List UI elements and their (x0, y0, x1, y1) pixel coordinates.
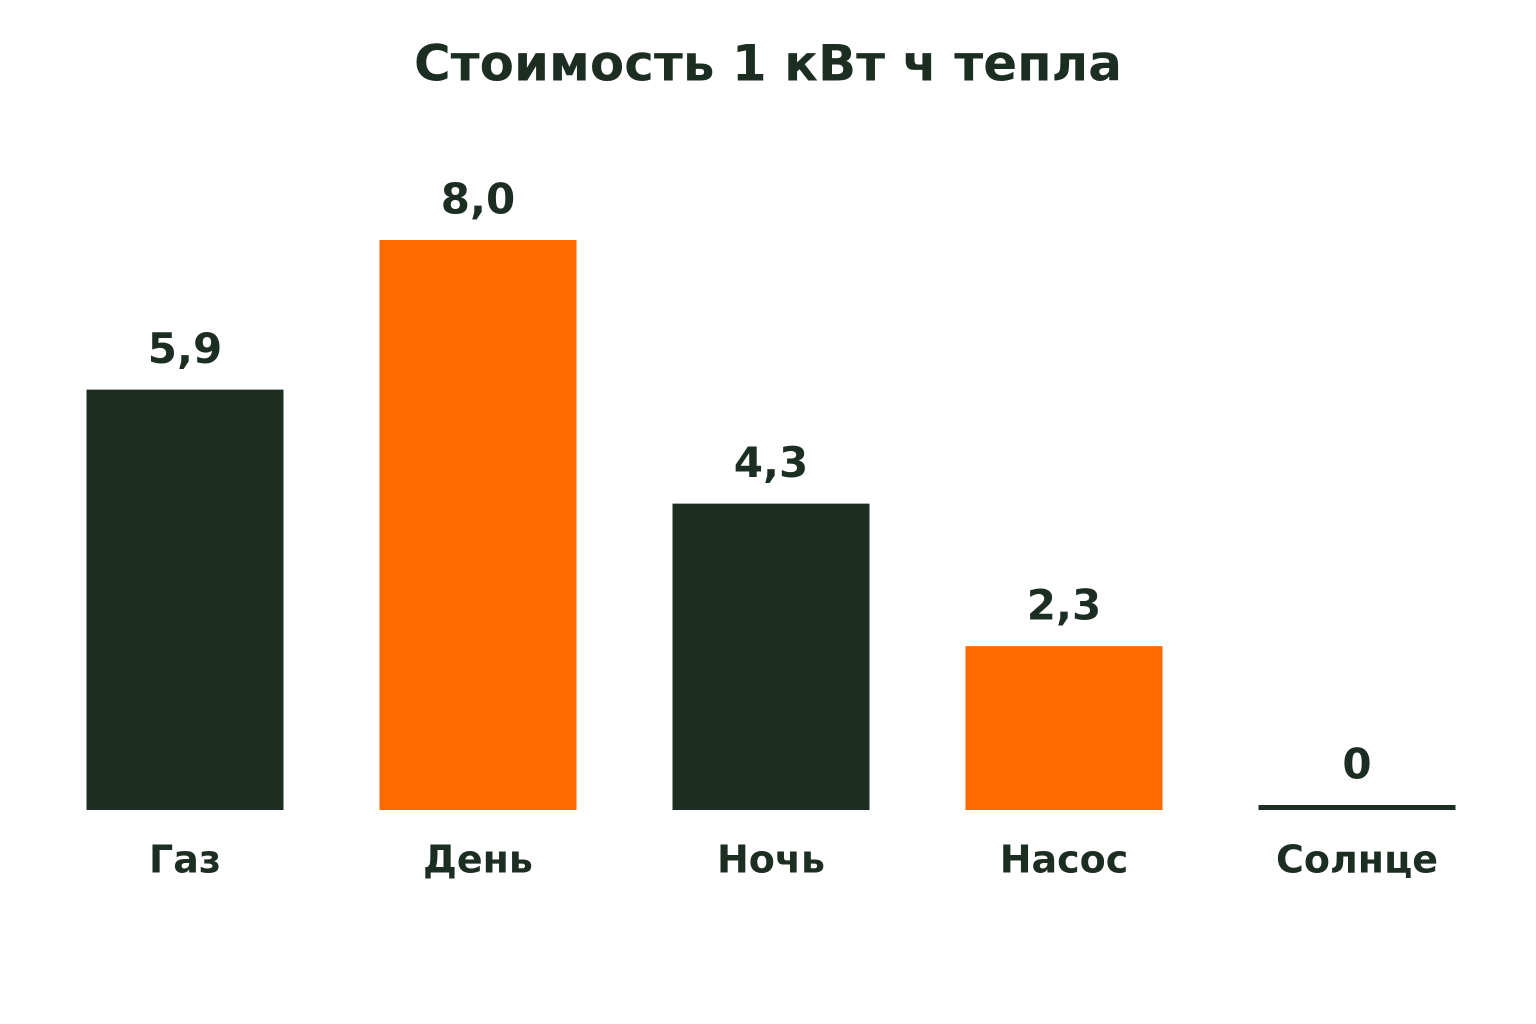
x-tick-label: Солнце (1276, 838, 1438, 882)
bar (965, 646, 1163, 810)
bar (86, 389, 284, 810)
chart-title: Стоимость 1 кВт ч тепла (414, 35, 1122, 93)
value-label: 5,9 (148, 324, 222, 373)
value-label: 2,3 (1027, 581, 1101, 630)
x-tick-label: Газ (149, 838, 221, 882)
x-tick-label: Насос (1000, 838, 1129, 882)
x-tick-label: День (423, 838, 533, 882)
x-tick-label: Ночь (717, 838, 825, 882)
value-label: 0 (1342, 740, 1371, 789)
value-label: 8,0 (441, 175, 515, 224)
bar (672, 503, 870, 810)
bar (1258, 805, 1456, 810)
value-label: 4,3 (734, 438, 808, 487)
bar (379, 240, 577, 810)
